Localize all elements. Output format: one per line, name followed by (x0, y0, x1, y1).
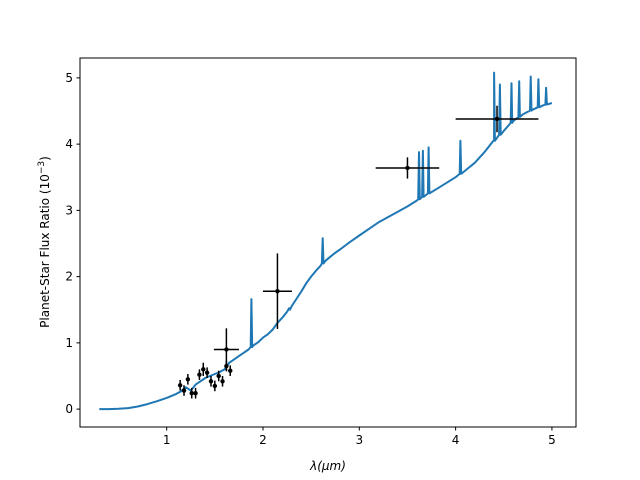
y-axis-label: Planet-Star Flux Ratio (10−3) (37, 156, 52, 328)
axes-frame (79, 57, 577, 428)
data-point-marker (197, 372, 202, 377)
data-point-marker (212, 383, 218, 389)
observation-point (212, 380, 218, 392)
y-axis-label-superscript: −3 (37, 161, 47, 174)
data-point-marker (228, 368, 233, 373)
y-tick-label: 4 (65, 137, 73, 151)
observation-point (197, 369, 202, 380)
x-tick-label: 4 (452, 433, 460, 447)
observation-point (262, 253, 292, 329)
data-point-marker (208, 379, 214, 384)
data-point-marker (201, 367, 206, 372)
observation-point (193, 387, 198, 399)
x-tick-label: 1 (163, 433, 171, 447)
data-point-marker (189, 391, 194, 396)
data-point-marker (220, 379, 225, 384)
observation-point (177, 379, 183, 391)
y-axis-label-text: Planet-Star Flux Ratio (10 (38, 174, 52, 328)
x-tick-label: 3 (355, 433, 363, 447)
y-tick-label: 5 (65, 71, 73, 85)
x-axis-label: λ(μm) (309, 459, 346, 473)
observation-series (177, 105, 539, 399)
observation-point (213, 328, 239, 371)
observation-point (201, 362, 206, 376)
observation-point (181, 385, 187, 396)
data-point-marker (193, 391, 198, 396)
plot-area (99, 71, 553, 411)
observation-point (228, 365, 233, 376)
observation-point (455, 105, 539, 133)
observation-point (185, 374, 191, 385)
data-point-marker (204, 370, 210, 375)
y-tick-label: 3 (65, 203, 73, 217)
observation-point (208, 375, 214, 387)
data-point-marker (405, 165, 410, 171)
model-spectrum-line (99, 71, 553, 411)
observation-point (204, 367, 210, 378)
observation-point (220, 375, 225, 387)
x-tick-label: 5 (548, 433, 556, 447)
observation-point (216, 370, 221, 382)
observation-point (375, 157, 440, 179)
data-point-marker (275, 288, 280, 294)
observation-point (189, 387, 194, 399)
y-tick-label: 2 (65, 270, 73, 284)
data-point-marker (185, 377, 191, 382)
y-axis-label-close: ) (38, 156, 52, 161)
y-tick-label: 0 (65, 402, 73, 416)
data-point-marker (494, 116, 500, 122)
x-tick-label: 2 (259, 433, 267, 447)
data-point-marker (216, 373, 221, 379)
data-point-marker (177, 383, 183, 388)
axis-ticks: 1 2 3 4 5 0 1 2 3 4 5 (65, 71, 555, 447)
data-point-marker (224, 347, 229, 352)
y-tick-label: 1 (65, 336, 73, 350)
data-point-marker (181, 388, 187, 393)
